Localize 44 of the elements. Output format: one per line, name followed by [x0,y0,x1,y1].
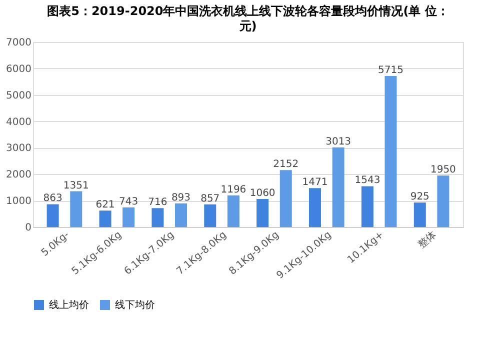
bar [99,210,112,227]
data-label: 743 [119,196,138,208]
chart-title: 图表5：2019-2020年中国洗衣机线上线下波轮各容量段均价情况(单 位：元) [47,4,449,33]
legend-label: 线上均价 [49,299,89,311]
bar [361,186,374,227]
y-tick-label: 2000 [6,170,32,181]
data-label: 1543 [354,175,380,186]
data-label: 925 [410,192,430,203]
bar [46,204,59,227]
legend-label: 线下均价 [115,299,155,311]
data-label: 1196 [220,184,246,196]
data-label: 716 [148,197,168,208]
bar [280,170,292,227]
bar [174,203,187,227]
data-label: 5715 [378,64,404,76]
data-label: 621 [96,200,115,211]
bar [332,147,344,227]
bar [70,191,82,227]
y-tick-label: 5000 [6,90,32,102]
bar [152,208,164,227]
y-tick-label: 4000 [6,116,32,128]
data-label: 1060 [250,188,276,199]
bar [437,175,450,227]
data-label: 893 [171,192,191,204]
y-tick-label: 7000 [6,38,32,48]
y-tick-label: 0 [25,222,32,234]
bar [122,207,135,227]
data-label: 1471 [302,177,328,188]
data-label: 857 [200,193,220,204]
bar [227,195,240,227]
data-label: 863 [43,193,62,204]
bar [384,76,397,227]
data-label: 1950 [430,164,456,176]
bar [204,204,216,227]
data-label: 2152 [273,159,299,170]
data-label: 1351 [63,180,89,192]
x-tick-label: 整体 [416,228,439,251]
bar [256,198,269,227]
bar [309,188,322,227]
y-tick-label: 3000 [6,143,32,154]
y-tick-label: 1000 [6,196,32,208]
bar [414,202,426,227]
data-label: 3013 [326,136,352,148]
y-tick-label: 6000 [6,64,32,75]
